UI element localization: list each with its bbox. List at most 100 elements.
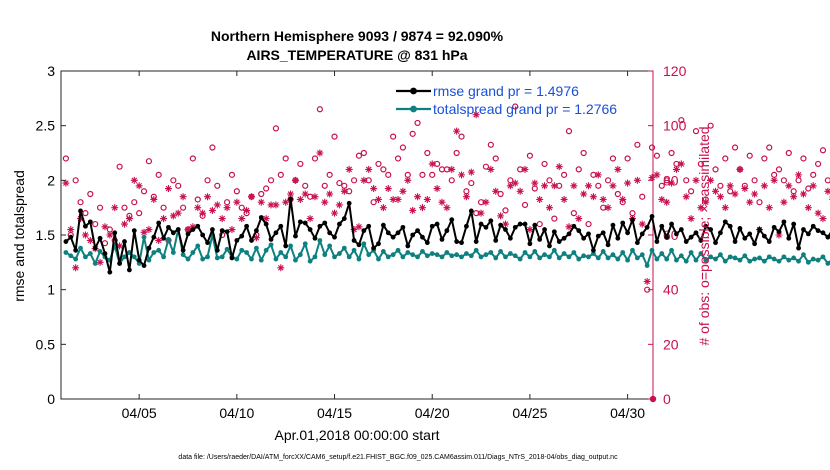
obs-assimilated-point — [204, 193, 212, 201]
obs-possible-point — [697, 160, 704, 168]
totalspread-point — [434, 252, 440, 258]
y-left-tick-label: 0.5 — [36, 336, 56, 352]
obs-possible-point — [502, 207, 509, 214]
totalspread-point — [581, 253, 587, 259]
rmse-point — [288, 196, 293, 202]
obs-assimilated-point — [775, 231, 783, 239]
obs-assimilated-point — [174, 209, 182, 217]
x-axis: 04/05 04/10 04/15 04/20 04/25 04/30 — [122, 71, 645, 421]
obs-assimilated-point — [145, 226, 153, 234]
rmse-point — [346, 200, 352, 206]
obs-assimilated-point — [384, 185, 392, 193]
obs-assimilated-point — [321, 198, 329, 206]
rmse-point — [600, 230, 606, 236]
totalspread-point — [639, 252, 645, 258]
obs-assimilated-point — [194, 204, 202, 212]
obs-assimilated-point — [697, 204, 705, 212]
obs-possible-point — [277, 171, 284, 178]
obs-assimilated-point — [86, 236, 94, 244]
rmse-point — [151, 234, 157, 240]
rmse-point — [747, 231, 753, 237]
totalspread-point — [234, 256, 240, 262]
totalspread-point — [161, 254, 166, 260]
obs-assimilated-point — [785, 182, 793, 190]
obs-possible-point — [800, 155, 807, 162]
totalspread-point — [664, 256, 670, 262]
rmse-point — [678, 227, 684, 232]
totalspread-point — [820, 254, 826, 260]
obs-assimilated-point — [247, 193, 255, 201]
rmse-point — [283, 243, 289, 249]
totalspread-point — [200, 256, 206, 262]
totalspread-point — [571, 250, 577, 255]
rmse-point — [586, 231, 591, 237]
chart-title-line1: Northern Hemisphere 9093 / 9874 = 92.090… — [211, 28, 504, 44]
obs-possible-point — [72, 177, 79, 184]
obs-possible-point — [575, 166, 582, 173]
obs-possible-point — [810, 171, 817, 178]
totalspread-point — [561, 251, 567, 256]
obs-possible-point — [795, 177, 802, 184]
totalspread-point — [390, 252, 396, 258]
obs-possible-point — [136, 210, 143, 217]
obs-assimilated-point — [760, 182, 768, 190]
totalspread-point — [332, 254, 337, 260]
obs-assimilated-point — [306, 215, 314, 223]
obs-possible-point — [238, 204, 245, 211]
obs-assimilated-point — [81, 231, 89, 239]
rmse-point — [571, 223, 577, 229]
totalspread-point — [586, 254, 591, 260]
obs-possible-point — [482, 163, 490, 170]
obs-assimilated-point — [492, 187, 500, 195]
obs-possible-point — [82, 210, 89, 217]
totalspread-point — [576, 256, 582, 262]
obs-possible-point — [687, 188, 695, 195]
totalspread-point — [415, 254, 420, 260]
obs-assimilated-point — [462, 193, 470, 201]
rmse-point — [175, 227, 181, 232]
obs-assimilated-point — [208, 206, 216, 214]
obs-possible-point — [722, 155, 729, 162]
totalspread-point — [312, 254, 318, 260]
rmse-point — [547, 243, 552, 249]
plot-area — [60, 70, 654, 400]
series-assimilated-obs — [62, 111, 830, 285]
rmse-point — [302, 220, 308, 226]
totalspread-point — [678, 253, 684, 259]
rmse-point — [527, 241, 533, 247]
totalspread-point — [253, 245, 259, 251]
rmse-point — [161, 235, 166, 241]
totalspread-point — [488, 250, 494, 255]
obs-assimilated-point — [585, 182, 593, 190]
obs-assimilated-point — [589, 193, 597, 201]
obs-possible-point — [526, 152, 534, 159]
obs-assimilated-point — [409, 206, 417, 214]
obs-possible-point — [624, 155, 631, 162]
rmse-point — [459, 240, 464, 246]
rmse-point — [214, 247, 220, 253]
obs-assimilated-point — [565, 223, 573, 231]
rmse-point — [698, 238, 704, 243]
chart-title: Northern Hemisphere 9093 / 9874 = 92.090… — [211, 28, 504, 63]
totalspread-point — [605, 255, 611, 261]
obs-possible-point — [487, 141, 494, 148]
obs-possible-point — [570, 210, 577, 217]
obs-assimilated-point — [799, 190, 807, 198]
rmse-point — [205, 240, 210, 246]
obs-possible-point — [468, 179, 475, 187]
rmse-point — [581, 235, 587, 241]
obs-assimilated-point — [287, 190, 295, 198]
obs-possible-point — [531, 185, 538, 192]
obs-possible-point — [761, 155, 768, 162]
totalspread-point — [659, 251, 665, 256]
obs-assimilated-point — [668, 179, 676, 187]
obs-possible-point — [751, 177, 758, 184]
obs-possible-point — [702, 196, 709, 203]
series-rmse — [63, 196, 830, 275]
rmse-point — [732, 239, 738, 244]
rmse-point — [351, 238, 357, 243]
obs-assimilated-point — [394, 195, 402, 203]
totalspread-point — [620, 250, 626, 255]
obs-assimilated-point — [179, 193, 187, 201]
totalspread-point — [498, 249, 504, 254]
